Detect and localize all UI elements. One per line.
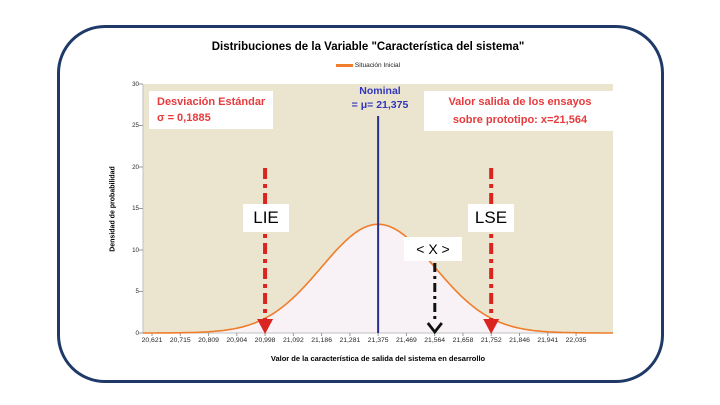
prototype-output-arrow-head: [426, 322, 443, 335]
x-tick-label: 21,469: [396, 337, 417, 344]
x-tick-label: 21,281: [339, 337, 361, 344]
y-tick-label: 25: [132, 122, 139, 129]
x-output-label: < X >: [404, 237, 462, 261]
y-axis-title: Densidad de probabilidad: [109, 166, 117, 252]
legend: Situación Inicial: [108, 62, 628, 69]
y-tick-label: 30: [132, 80, 139, 88]
legend-line-marker: [335, 64, 353, 67]
x-tick-label: 22,035: [565, 337, 587, 344]
x-tick-label: 20,904: [226, 337, 248, 344]
lie-limit-label: LIE: [243, 204, 289, 232]
y-tick-label: 20: [132, 163, 139, 171]
x-tick-label: 21,941: [537, 337, 559, 344]
rounded-frame-border: [57, 25, 664, 383]
nominal-value: = μ= 21,375: [351, 99, 409, 111]
prototype-output-value: sobre prototipo: x=21,564: [452, 114, 588, 126]
lse-limit-arrow-head: [483, 319, 500, 334]
x-axis-title: Valor de la característica de salida del…: [270, 354, 486, 363]
std-deviation-annotation: Desviación Estándar σ = 0,1885: [149, 91, 274, 129]
std-deviation-label: Desviación Estándar: [157, 96, 266, 108]
x-tick-label: 20,998: [254, 337, 276, 344]
nominal-label: Nominal: [359, 85, 401, 97]
lse-limit-label: LSE: [468, 204, 514, 232]
y-tick-label: 5: [135, 288, 139, 295]
x-tick-label: 20,621: [141, 337, 163, 344]
prototype-output-annotation: Valor salida de los ensayos sobre protot…: [424, 91, 616, 131]
x-tick-label: 21,375: [367, 337, 389, 344]
y-tick-label: 15: [132, 205, 139, 212]
x-tick-label: 20,809: [198, 337, 219, 344]
prototype-output-label: Valor salida de los ensayos: [448, 96, 592, 108]
x-tick-label: 21,186: [311, 337, 332, 344]
legend-label: Situación Inicial: [354, 62, 401, 69]
x-tick-label: 21,658: [452, 337, 474, 344]
chart-title: Distribuciones de la Variable "Caracterí…: [211, 41, 525, 53]
y-tick-label: 0: [135, 329, 139, 337]
lie-limit-arrow-head: [257, 319, 274, 334]
x-tick-label: 20,715: [169, 337, 191, 344]
std-deviation-value: σ = 0,1885: [157, 112, 211, 124]
x-tick-label: 21,564: [424, 337, 446, 344]
x-tick-label: 21,752: [480, 337, 502, 344]
y-tick-label: 10: [132, 246, 139, 254]
x-tick-label: 21,846: [509, 337, 530, 344]
nominal-annotation: Nominal = μ= 21,375: [330, 84, 430, 112]
x-tick-label: 21,092: [282, 337, 304, 344]
